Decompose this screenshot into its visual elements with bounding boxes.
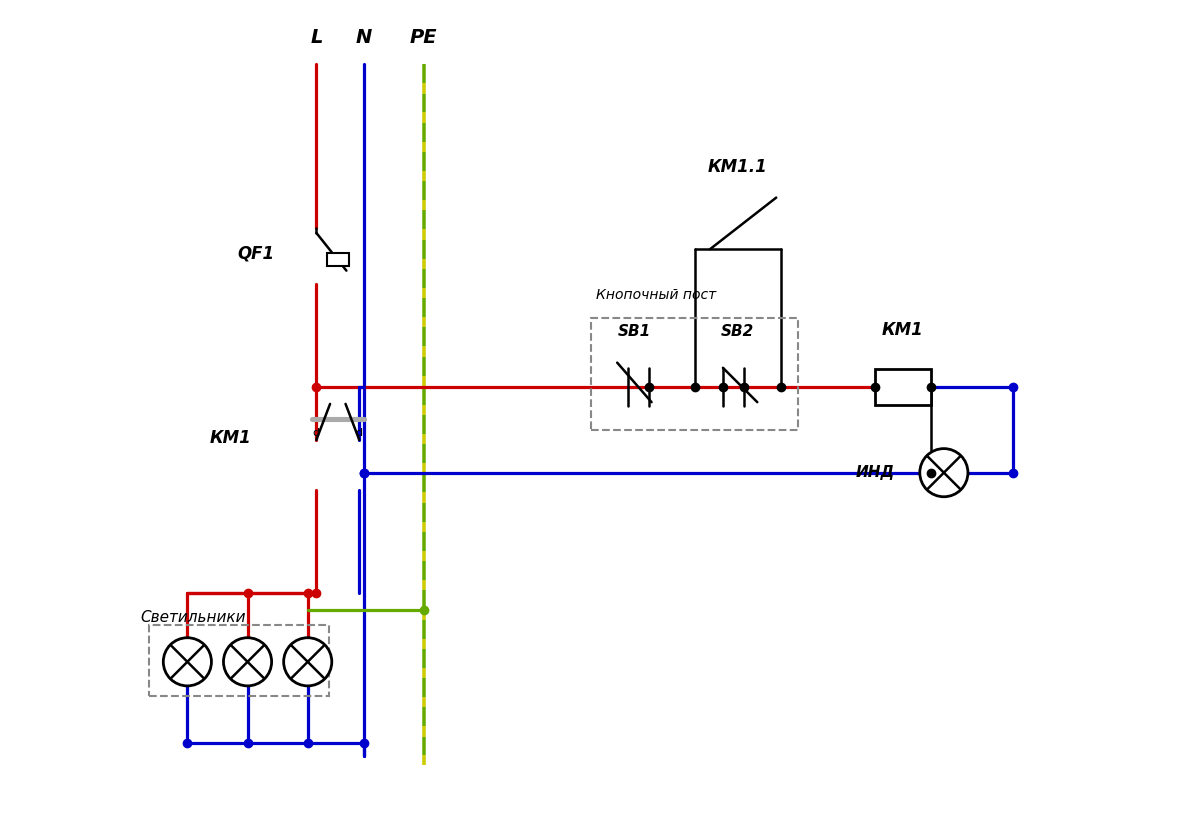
Text: N: N [355, 28, 372, 47]
Text: d: d [355, 428, 362, 438]
Text: QF1: QF1 [238, 244, 275, 262]
Bar [328, 252, 349, 266]
Text: КМ1.1: КМ1.1 [708, 158, 768, 176]
Text: SB2: SB2 [721, 324, 754, 339]
Bar [592, 318, 798, 430]
Circle shape [283, 638, 331, 686]
Text: ИНД: ИНД [856, 465, 895, 480]
Circle shape [919, 449, 968, 497]
Text: PE: PE [410, 28, 438, 47]
Bar [875, 369, 931, 405]
Text: SB1: SB1 [618, 324, 652, 339]
Text: КМ1: КМ1 [210, 429, 251, 447]
Bar [149, 625, 329, 696]
Text: КМ1: КМ1 [882, 322, 924, 339]
Circle shape [223, 638, 271, 686]
Circle shape [163, 638, 211, 686]
Text: L: L [310, 28, 323, 47]
Text: Светильники: Светильники [140, 610, 246, 625]
Text: Кнопочный пост: Кнопочный пост [595, 289, 716, 303]
Text: d: d [313, 428, 320, 438]
